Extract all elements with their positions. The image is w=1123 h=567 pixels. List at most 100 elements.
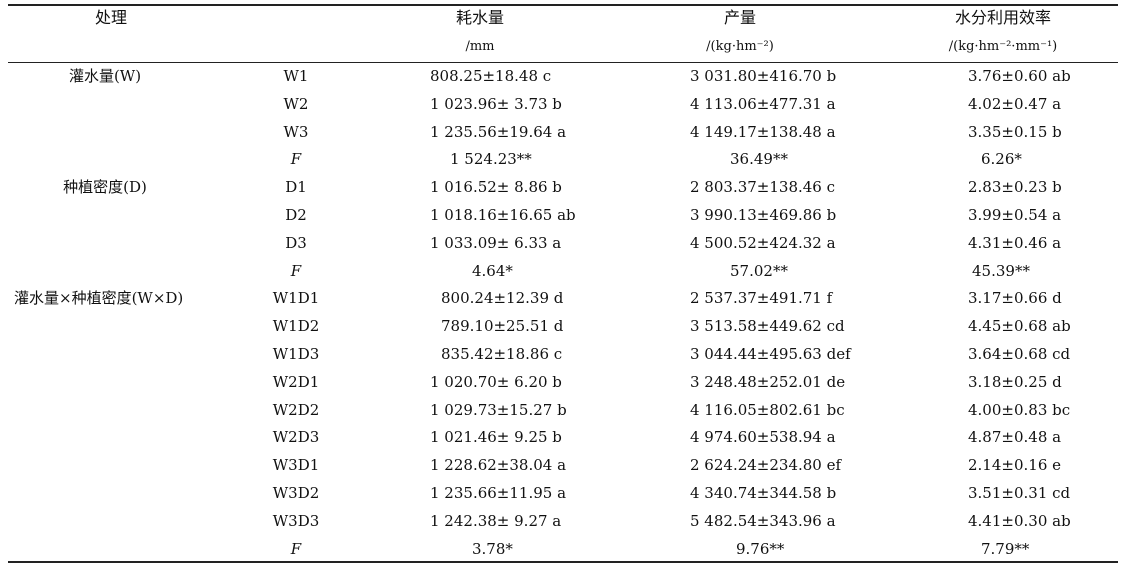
wue-f-value: 45.39** — [972, 261, 1030, 280]
row-level: W3D1 — [272, 456, 320, 475]
yield-value: 4 149.17±138.48 a — [690, 122, 836, 141]
yield-value: 3 990.13±469.86 b — [690, 206, 837, 224]
table-row: W2 1 023.96± 3.73 b 4 113.06±477.31 a 4.… — [0, 91, 1123, 119]
header-water-consumption: 耗水量 — [455, 8, 504, 27]
header-yield: 产量 — [723, 8, 756, 27]
row-level-f: F — [290, 539, 302, 558]
row-level: W2D2 — [272, 400, 320, 419]
table-row: W2D3 1 021.46± 9.25 b 4 974.60±538.94 a … — [0, 424, 1123, 452]
yield-value: 2 803.37±138.46 c — [690, 178, 836, 197]
table-row: D2 1 018.16±16.65 ab 3 990.13±469.86 b 3… — [0, 202, 1123, 230]
water-value: 789.10±25.51 d — [441, 317, 564, 336]
wue-f-value: 6.26* — [981, 150, 1022, 169]
row-level: W2 — [283, 94, 309, 113]
table-row: D3 1 033.09± 6.33 a 4 500.52±424.32 a 4.… — [0, 230, 1123, 258]
yield-f-value: 36.49** — [730, 150, 788, 169]
row-level: D1 — [285, 178, 307, 197]
water-value: 1 020.70± 6.20 b — [430, 372, 562, 391]
water-value: 1 018.16±16.65 ab — [430, 206, 576, 224]
table-header-rule — [8, 62, 1118, 63]
wue-value: 3.76±0.60 ab — [968, 67, 1071, 85]
row-level: W3D2 — [272, 484, 320, 502]
header-wue-unit: /(kg·hm⁻²·mm⁻¹) — [948, 39, 1058, 54]
row-level: W3D3 — [272, 511, 320, 530]
wue-value: 4.41±0.30 ab — [968, 511, 1071, 530]
table-row: W3D2 1 235.66±11.95 a 4 340.74±344.58 b … — [0, 480, 1123, 508]
table-row: W3 1 235.56±19.64 a 4 149.17±138.48 a 3.… — [0, 119, 1123, 147]
wue-value: 3.64±0.68 cd — [968, 345, 1071, 363]
yield-value: 2 537.37±491.71 f — [690, 289, 833, 308]
table-row: 灌水量×种植密度(W×D) W1D1 800.24±12.39 d 2 537.… — [0, 285, 1123, 313]
wue-value: 4.02±0.47 a — [968, 94, 1062, 113]
yield-value: 2 624.24±234.80 ef — [690, 456, 842, 475]
water-value: 800.24±12.39 d — [441, 289, 564, 308]
yield-value: 3 044.44±495.63 def — [690, 345, 851, 363]
table-bottom-rule — [8, 561, 1118, 563]
yield-value: 4 340.74±344.58 b — [690, 484, 837, 502]
table-row-f-value: F 1 524.23** 36.49** 6.26* — [0, 146, 1123, 174]
water-f-value: 1 524.23** — [450, 150, 532, 169]
water-value: 1 235.66±11.95 a — [430, 484, 567, 502]
water-value: 1 033.09± 6.33 a — [430, 233, 562, 252]
wue-value: 3.99±0.54 a — [968, 206, 1062, 224]
table-row-f-value: F 3.78* 9.76** 7.79** — [0, 536, 1123, 564]
row-level: D2 — [285, 206, 307, 224]
row-level: W1D3 — [272, 345, 320, 363]
header-yield-unit: /(kg·hm⁻²) — [706, 39, 774, 54]
header-water-unit: /mm — [465, 39, 495, 54]
row-level: W1D2 — [272, 317, 320, 336]
table-row: W1D3 835.42±18.86 c 3 044.44±495.63 def … — [0, 341, 1123, 369]
row-level: D3 — [285, 233, 307, 252]
table-row: 种植密度(D) D1 1 016.52± 8.86 b 2 803.37±138… — [0, 174, 1123, 202]
yield-value: 4 113.06±477.31 a — [690, 94, 836, 113]
yield-f-value: 57.02** — [730, 261, 788, 280]
wue-value: 4.45±0.68 ab — [968, 317, 1071, 336]
table-row: W2D1 1 020.70± 6.20 b 3 248.48±252.01 de… — [0, 369, 1123, 397]
header-treatment: 处理 — [95, 8, 128, 27]
wue-value: 3.18±0.25 d — [968, 372, 1062, 391]
row-level-f: F — [290, 150, 302, 169]
water-value: 1 029.73±15.27 b — [430, 400, 567, 419]
table-row: W3D1 1 228.62±38.04 a 2 624.24±234.80 ef… — [0, 452, 1123, 480]
yield-value: 4 500.52±424.32 a — [690, 233, 836, 252]
wue-value: 4.31±0.46 a — [968, 233, 1062, 252]
water-value: 1 228.62±38.04 a — [430, 456, 567, 475]
water-value: 808.25±18.48 c — [430, 67, 552, 85]
yield-value: 5 482.54±343.96 a — [690, 511, 836, 530]
group-label-density: 种植密度(D) — [63, 178, 147, 197]
row-level: W2D1 — [272, 372, 320, 391]
yield-value: 4 116.05±802.61 bc — [690, 400, 845, 419]
yield-f-value: 9.76** — [736, 539, 785, 558]
water-value: 1 016.52± 8.86 b — [430, 178, 562, 197]
wue-value: 4.00±0.83 bc — [968, 400, 1071, 419]
header-water-use-efficiency: 水分利用效率 — [954, 8, 1051, 27]
water-f-value: 4.64* — [472, 261, 513, 280]
water-value: 1 021.46± 9.25 b — [430, 428, 562, 447]
row-level-f: F — [290, 261, 302, 280]
row-level: W1 — [283, 67, 309, 85]
yield-value: 3 513.58±449.62 cd — [690, 317, 845, 336]
wue-value: 3.35±0.15 b — [968, 122, 1062, 141]
wue-f-value: 7.79** — [981, 539, 1030, 558]
row-level: W3 — [283, 122, 309, 141]
yield-value: 3 031.80±416.70 b — [690, 67, 837, 85]
wue-value: 2.83±0.23 b — [968, 178, 1062, 197]
water-value: 1 242.38± 9.27 a — [430, 511, 562, 530]
group-label-irrigation: 灌水量(W) — [68, 67, 142, 85]
yield-value: 3 248.48±252.01 de — [690, 372, 846, 391]
group-label-interaction: 灌水量×种植密度(W×D) — [14, 289, 184, 308]
water-value: 1 023.96± 3.73 b — [430, 94, 562, 113]
wue-value: 4.87±0.48 a — [968, 428, 1062, 447]
row-level: W1D1 — [272, 289, 320, 308]
water-f-value: 3.78* — [472, 539, 513, 558]
wue-value: 2.14±0.16 e — [968, 456, 1062, 475]
water-value: 835.42±18.86 c — [441, 345, 563, 363]
table-row: W1D2 789.10±25.51 d 3 513.58±449.62 cd 4… — [0, 313, 1123, 341]
table-top-rule — [8, 4, 1118, 6]
table-row: W2D2 1 029.73±15.27 b 4 116.05±802.61 bc… — [0, 397, 1123, 425]
table-row: 灌水量(W) W1 808.25±18.48 c 3 031.80±416.70… — [0, 63, 1123, 91]
wue-value: 3.51±0.31 cd — [968, 484, 1071, 502]
yield-value: 4 974.60±538.94 a — [690, 428, 836, 447]
table-row: W3D3 1 242.38± 9.27 a 5 482.54±343.96 a … — [0, 508, 1123, 536]
row-level: W2D3 — [272, 428, 320, 447]
